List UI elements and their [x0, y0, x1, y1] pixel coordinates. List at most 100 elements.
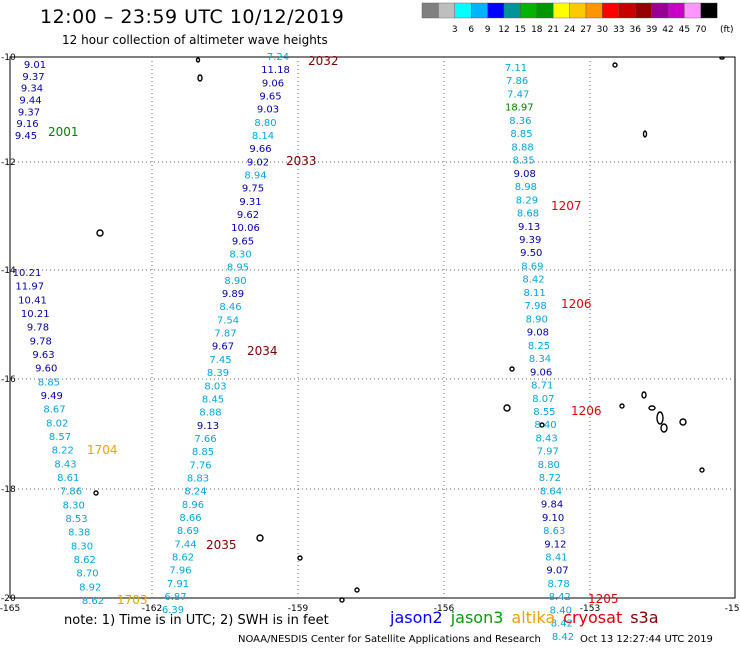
wave-height-value: 8.34 [529, 354, 551, 365]
wave-height-value: 8.78 [547, 579, 569, 590]
color-scale-label: 42 [662, 25, 673, 35]
wave-height-value: 8.11 [523, 288, 545, 299]
wave-height-value: 8.69 [177, 526, 199, 537]
wave-height-value: 8.80 [538, 460, 560, 471]
island-outline [719, 56, 725, 60]
wave-height-value: 9.75 [242, 184, 264, 195]
wave-height-value: 8.55 [533, 407, 555, 418]
wave-height-value: 8.67 [43, 405, 65, 416]
wave-height-value: 8.30 [71, 541, 93, 552]
color-scale-label: 15 [515, 25, 526, 35]
wave-height-value: 8.40 [550, 605, 572, 616]
wave-height-value: 9.37 [22, 72, 44, 83]
latitude-tick-label: -12 [1, 158, 16, 168]
wave-height-value: 9.08 [514, 169, 536, 180]
wave-height-value: 18.97 [505, 103, 534, 114]
wave-height-value: 7.87 [214, 329, 236, 340]
latitude-tick-label: -16 [1, 375, 16, 385]
wave-height-value: 9.10 [542, 513, 564, 524]
wave-height-value: 7.86 [60, 487, 82, 498]
pass-time-label: 1703 [117, 593, 148, 607]
wave-height-value: 6.87 [164, 592, 186, 603]
wave-height-value: 8.41 [545, 553, 567, 564]
wave-height-value: 8.40 [534, 420, 556, 431]
island-outline [679, 418, 687, 426]
wave-height-value: 9.37 [18, 107, 40, 118]
wave-height-value: 9.08 [527, 328, 549, 339]
wave-height-value: 7.11 [505, 63, 527, 74]
wave-height-value: 8.96 [182, 500, 204, 511]
wave-height-value: 10.41 [18, 295, 47, 306]
island-outline [641, 391, 647, 399]
pass-time-label: 2033 [286, 154, 317, 168]
wave-height-value: 8.64 [540, 486, 562, 497]
credit-text: NOAA/NESDIS Center for Satellite Applica… [238, 634, 541, 645]
wave-height-value: 8.88 [199, 408, 221, 419]
wave-height-value: 9.78 [27, 323, 49, 334]
wave-height-value: 8.14 [252, 131, 274, 142]
latitude-tick-label: -20 [1, 594, 16, 604]
latitude-tick-label: -14 [1, 266, 16, 276]
wave-height-value: 8.42 [549, 592, 571, 603]
wave-height-value: 7.24 [267, 52, 289, 63]
legend-jason3: jason3 [450, 608, 504, 627]
color-scale-bar: 3 6 9 12 15 18 21 24 27 30 33 36 39 42 45 70 (ft) [421, 2, 734, 35]
wave-height-value: 6.39 [162, 605, 184, 616]
wave-height-value: 8.69 [521, 261, 543, 272]
wave-height-value: 10.21 [13, 268, 42, 279]
pass-time-label: 1206 [561, 297, 592, 311]
wave-height-value: 7.76 [189, 460, 211, 471]
pass-time-label: 1205 [588, 592, 619, 606]
island-outline [195, 57, 201, 63]
wave-height-value: 9.62 [237, 210, 259, 221]
wave-height-value: 8.95 [227, 263, 249, 274]
island-outline [297, 555, 303, 561]
color-scale-label: 6 [468, 25, 474, 35]
wave-height-value: 9.65 [259, 92, 281, 103]
island-outline [96, 229, 104, 237]
wave-height-value: 9.07 [546, 566, 568, 577]
wave-height-value: 8.35 [513, 156, 535, 167]
wave-height-value: 9.02 [247, 157, 269, 168]
wave-height-value: 9.63 [32, 350, 54, 361]
wave-height-value: 10.21 [21, 309, 50, 320]
color-scale-label: 9 [485, 25, 491, 35]
wave-height-value: 8.29 [516, 195, 538, 206]
pass-time-label: 1206 [571, 404, 602, 418]
wave-height-value: 8.30 [229, 250, 251, 261]
wave-height-value: 7.86 [506, 76, 528, 87]
wave-height-value: 8.24 [184, 487, 206, 498]
wave-height-value: 9.16 [16, 119, 38, 130]
wave-height-value: 8.43 [535, 433, 557, 444]
island-outline [93, 490, 99, 496]
longitude-tick-label: -150 [725, 604, 740, 614]
island-outline [699, 467, 705, 473]
wave-height-value: 9.13 [518, 222, 540, 233]
wave-height-value: 9.49 [41, 391, 63, 402]
wave-height-value: 7.98 [525, 301, 547, 312]
color-scale-label: 24 [564, 25, 576, 35]
wave-height-value: 8.46 [219, 302, 241, 313]
wave-height-value: 10.06 [231, 223, 260, 234]
wave-height-value: 8.25 [528, 341, 550, 352]
island-outline [256, 534, 264, 542]
wave-height-value: 8.22 [52, 446, 74, 457]
wave-height-value: 8.71 [531, 381, 553, 392]
pass-time-label: 1704 [87, 443, 118, 457]
island-outline [612, 62, 618, 68]
wave-height-value: 8.42 [552, 632, 574, 643]
color-scale-label: 30 [597, 25, 609, 35]
longitude-tick-label: -159 [288, 604, 309, 614]
wave-height-value: 9.39 [519, 235, 541, 246]
wave-height-value: 9.45 [15, 131, 37, 142]
wave-height-value: 9.03 [257, 105, 279, 116]
color-swatch [700, 2, 718, 19]
wave-height-value: 8.45 [202, 394, 224, 405]
longitude-tick-label: -162 [142, 604, 162, 614]
island-outline [197, 74, 203, 82]
color-scale-label: 27 [580, 25, 591, 35]
wave-height-value: 9.60 [35, 364, 57, 375]
wave-height-value: 8.30 [63, 500, 85, 511]
wave-height-value: 8.94 [244, 171, 266, 182]
wave-height-value: 8.72 [539, 473, 561, 484]
